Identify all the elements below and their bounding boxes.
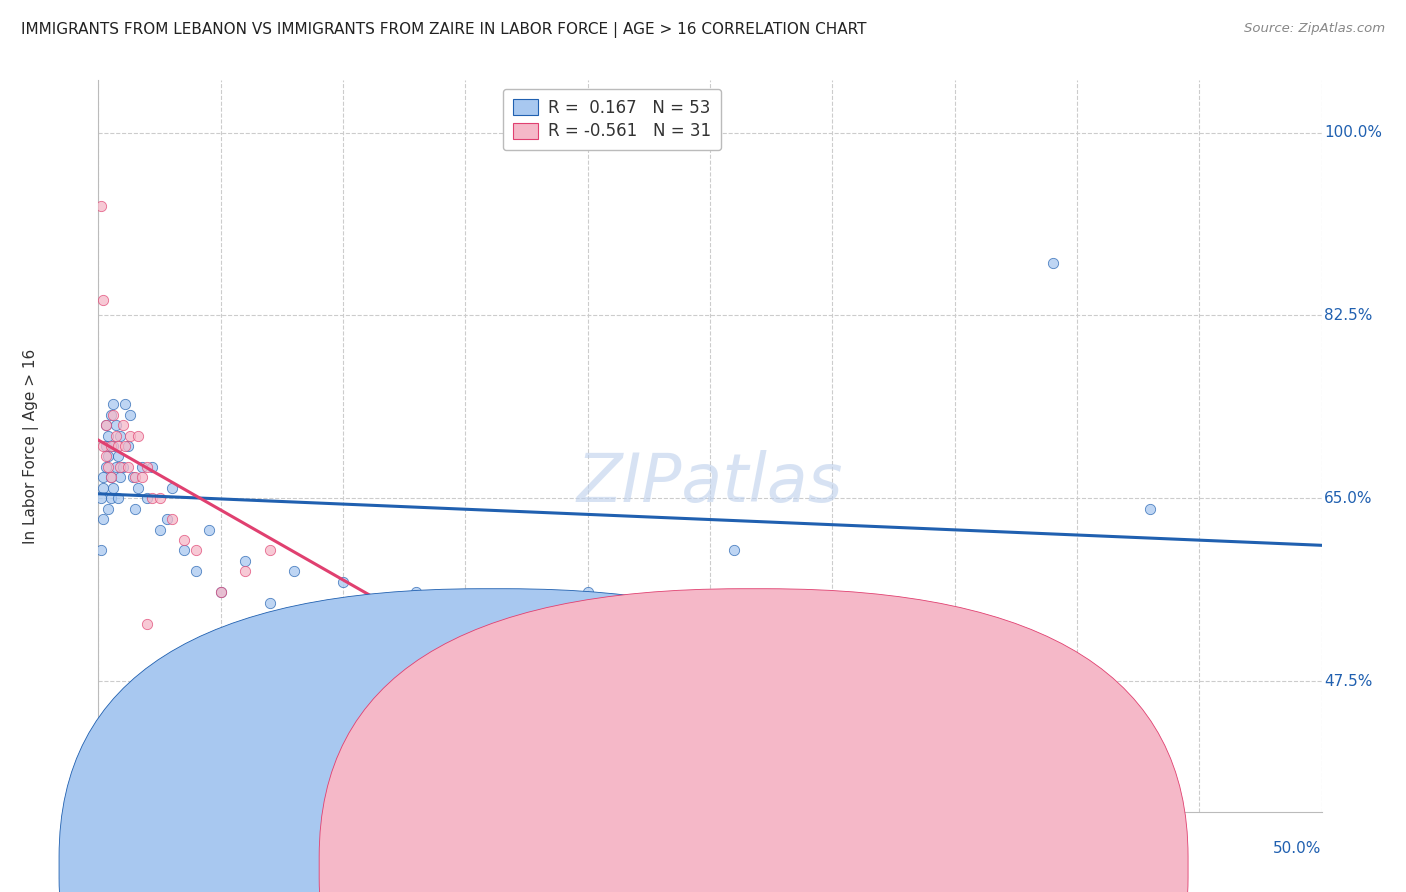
- Point: [186, 543, 208, 558]
- Point: [127, 481, 149, 495]
- Point: [283, 565, 305, 579]
- Text: 100.0%: 100.0%: [1324, 125, 1382, 140]
- Point: [527, 658, 550, 673]
- Point: [97, 459, 120, 474]
- Point: [332, 574, 354, 589]
- Legend: R =  0.167   N = 53, R = -0.561   N = 31: R = 0.167 N = 53, R = -0.561 N = 31: [503, 88, 721, 151]
- Point: [136, 491, 159, 506]
- Point: [110, 428, 132, 442]
- Point: [576, 585, 599, 599]
- Point: [100, 408, 122, 422]
- Point: [101, 439, 124, 453]
- Point: [100, 470, 122, 484]
- Point: [124, 501, 146, 516]
- Point: [186, 565, 208, 579]
- Point: [156, 512, 179, 526]
- Point: [173, 533, 195, 547]
- Point: [101, 481, 124, 495]
- Point: [120, 408, 142, 422]
- Point: [259, 543, 281, 558]
- Point: [104, 418, 127, 433]
- Point: [136, 459, 159, 474]
- Point: [117, 459, 139, 474]
- Point: [110, 459, 132, 474]
- Point: [91, 481, 114, 495]
- Point: [97, 501, 120, 516]
- Point: [100, 491, 122, 506]
- Point: [149, 491, 172, 506]
- Point: [1042, 256, 1064, 270]
- Point: [90, 199, 112, 213]
- Point: [94, 439, 117, 453]
- Text: IMMIGRANTS FROM LEBANON VS IMMIGRANTS FROM ZAIRE IN LABOR FORCE | AGE > 16 CORRE: IMMIGRANTS FROM LEBANON VS IMMIGRANTS FR…: [21, 22, 866, 38]
- Point: [111, 459, 134, 474]
- Text: Source: ZipAtlas.com: Source: ZipAtlas.com: [1244, 22, 1385, 36]
- Point: [114, 397, 136, 411]
- Point: [91, 470, 114, 484]
- Point: [97, 450, 120, 464]
- Point: [107, 450, 129, 464]
- Point: [173, 543, 195, 558]
- Text: 47.5%: 47.5%: [1324, 673, 1372, 689]
- Point: [107, 439, 129, 453]
- Point: [131, 459, 153, 474]
- Point: [233, 565, 256, 579]
- Point: [141, 491, 163, 506]
- Point: [405, 585, 427, 599]
- Point: [124, 470, 146, 484]
- Point: [127, 428, 149, 442]
- Point: [209, 585, 232, 599]
- Point: [308, 606, 330, 620]
- Point: [94, 450, 117, 464]
- Point: [104, 459, 127, 474]
- Point: [107, 491, 129, 506]
- Point: [101, 408, 124, 422]
- Point: [100, 470, 122, 484]
- Point: [94, 418, 117, 433]
- Text: 0.0%: 0.0%: [98, 841, 138, 856]
- Point: [772, 784, 794, 798]
- Point: [503, 627, 526, 641]
- Point: [1139, 501, 1161, 516]
- Point: [91, 293, 114, 307]
- Point: [114, 439, 136, 453]
- Point: [104, 428, 127, 442]
- Point: [454, 596, 477, 610]
- Text: 82.5%: 82.5%: [1324, 308, 1372, 323]
- Point: [209, 585, 232, 599]
- Point: [723, 543, 745, 558]
- Point: [197, 523, 219, 537]
- Point: [136, 616, 159, 631]
- Point: [149, 523, 172, 537]
- Point: [131, 470, 153, 484]
- Text: Immigrants from Lebanon: Immigrants from Lebanon: [509, 860, 707, 874]
- Point: [141, 459, 163, 474]
- Point: [356, 596, 378, 610]
- Text: 50.0%: 50.0%: [1274, 841, 1322, 856]
- Point: [259, 596, 281, 610]
- Point: [233, 554, 256, 568]
- Point: [91, 439, 114, 453]
- Text: Immigrants from Zaire: Immigrants from Zaire: [769, 860, 942, 874]
- Point: [120, 428, 142, 442]
- Point: [97, 428, 120, 442]
- Point: [110, 470, 132, 484]
- Text: ZIPatlas: ZIPatlas: [576, 450, 844, 516]
- Point: [121, 470, 143, 484]
- Point: [94, 418, 117, 433]
- Point: [94, 459, 117, 474]
- Point: [90, 543, 112, 558]
- Point: [117, 439, 139, 453]
- Point: [91, 512, 114, 526]
- Point: [100, 439, 122, 453]
- Point: [111, 418, 134, 433]
- Point: [160, 512, 183, 526]
- Point: [90, 491, 112, 506]
- Text: In Labor Force | Age > 16: In Labor Force | Age > 16: [22, 349, 39, 543]
- Text: 65.0%: 65.0%: [1324, 491, 1372, 506]
- Point: [101, 397, 124, 411]
- Point: [160, 481, 183, 495]
